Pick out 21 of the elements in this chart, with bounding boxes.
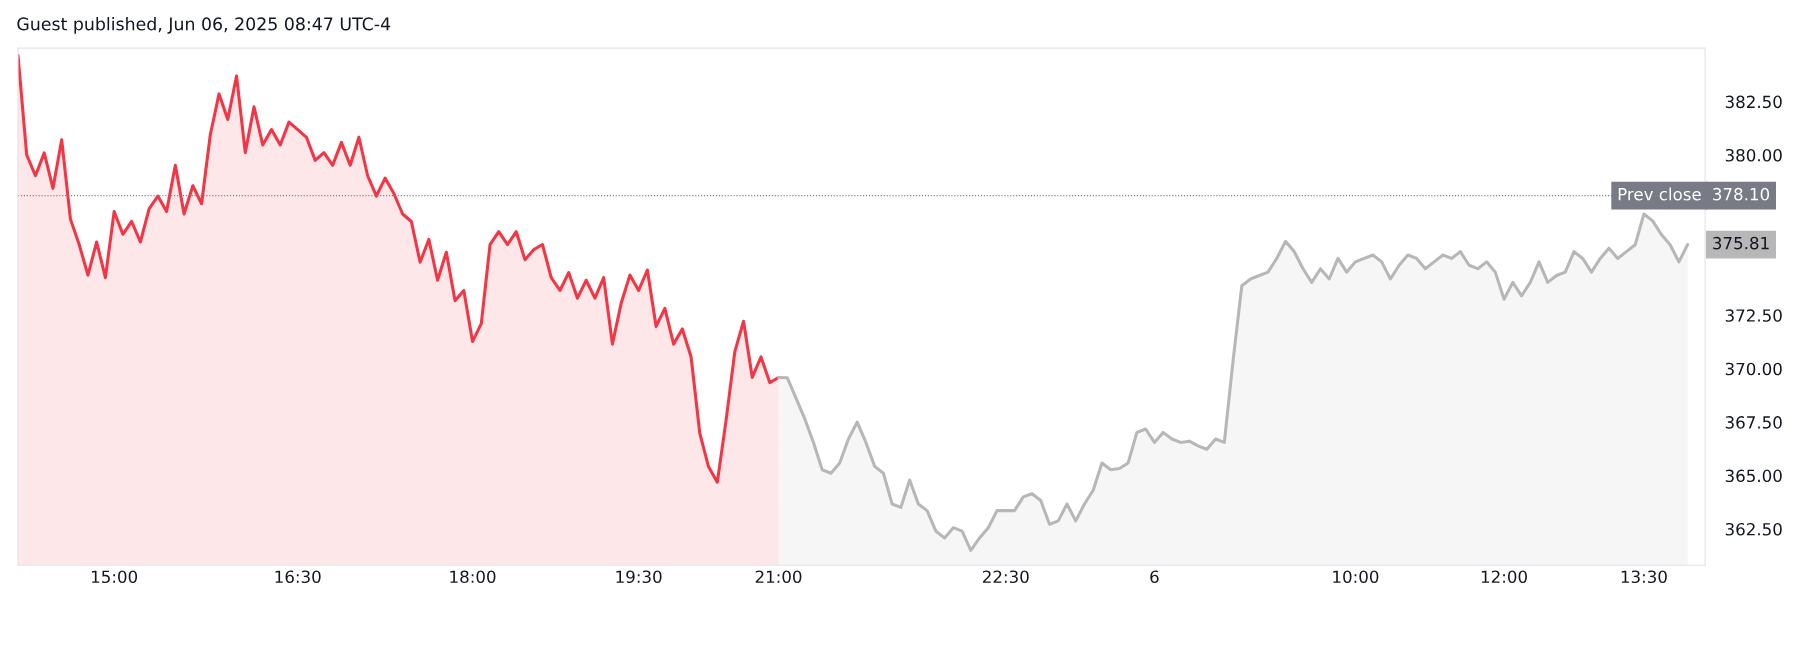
- y-tick-label: 367.50: [1725, 416, 1782, 429]
- x-tick-label: 6: [1150, 570, 1159, 584]
- x-tick-label: 10:00: [1333, 570, 1379, 584]
- x-tick-label: 16:30: [275, 570, 321, 584]
- y-tick-label: 382.50: [1725, 95, 1782, 109]
- x-tick-label: 21:00: [755, 570, 802, 584]
- y-tick-label: 370.00: [1725, 362, 1782, 376]
- chart-title: Guest published, Jun 06, 2025 08:47 UTC-4: [17, 17, 391, 34]
- x-tick-label: 12:00: [1481, 570, 1527, 584]
- x-tick-label: 15:00: [91, 570, 138, 584]
- text: 375.81: [1713, 236, 1769, 250]
- y-tick-label: 362.50: [1725, 522, 1782, 536]
- text: 378.10: [1713, 187, 1770, 201]
- x-tick-label: 13:30: [1621, 570, 1667, 584]
- y-tick-label: 365.00: [1725, 469, 1782, 483]
- x-tick-label: 19:30: [616, 570, 662, 584]
- y-tick-label: 372.50: [1725, 309, 1782, 322]
- y-tick-label: 380.00: [1725, 148, 1782, 162]
- x-tick-label: 22:30: [982, 570, 1029, 584]
- ref-line-label: Prev close: [1618, 187, 1701, 201]
- x-tick-label: 18:00: [450, 570, 496, 584]
